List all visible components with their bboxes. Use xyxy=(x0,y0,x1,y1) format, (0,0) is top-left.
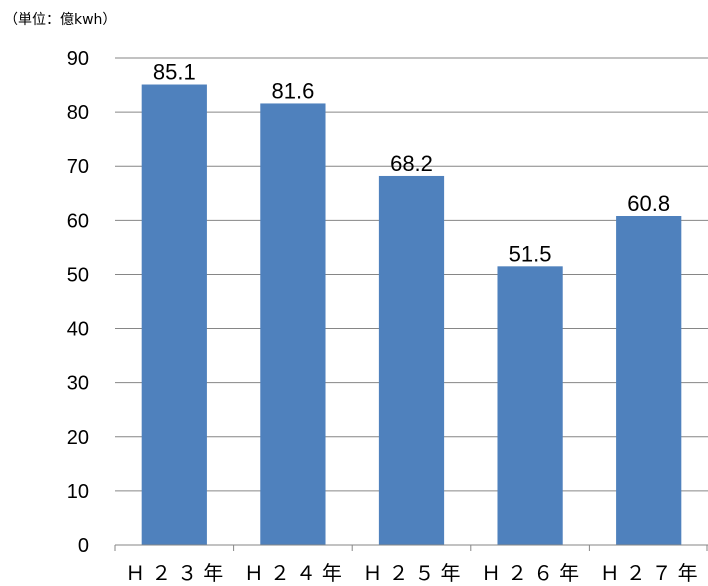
data-label: 51.5 xyxy=(509,241,552,266)
x-tick-label: Ｈ２４年 xyxy=(244,561,348,585)
bar xyxy=(141,84,207,546)
bar xyxy=(616,216,682,545)
bars xyxy=(141,84,682,546)
y-tick-label: 30 xyxy=(67,373,89,395)
y-tick-label: 60 xyxy=(67,210,89,232)
bar xyxy=(497,266,563,545)
data-labels: 85.1 81.6 68.2 51.5 60.8 xyxy=(153,60,670,267)
bar xyxy=(378,175,445,545)
data-label: 85.1 xyxy=(153,60,196,85)
data-label: 68.2 xyxy=(390,151,433,176)
y-tick-label: 10 xyxy=(67,481,89,503)
y-tick-label: 20 xyxy=(67,427,89,449)
category-labels: Ｈ２３年 Ｈ２４年 Ｈ２５年 Ｈ２６年 Ｈ２７年 xyxy=(125,561,704,585)
y-tick-label: 70 xyxy=(67,156,89,178)
y-axis-ticks: 0 10 20 30 40 50 60 70 80 90 xyxy=(67,48,89,557)
y-tick-label: 40 xyxy=(67,319,89,341)
x-tick-label: Ｈ２３年 xyxy=(125,561,229,585)
y-tick-label: 50 xyxy=(67,264,89,286)
bar xyxy=(260,103,326,545)
unit-label: （単位：億kwh） xyxy=(4,12,116,28)
data-label: 81.6 xyxy=(271,78,314,103)
y-tick-label: 90 xyxy=(67,48,89,70)
data-label: 60.8 xyxy=(627,191,670,216)
x-axis xyxy=(114,544,708,551)
y-tick-label: 0 xyxy=(78,535,89,557)
x-tick-label: Ｈ２５年 xyxy=(363,561,467,585)
x-tick-label: Ｈ２７年 xyxy=(600,561,704,585)
x-tick-label: Ｈ２６年 xyxy=(481,561,585,585)
y-tick-label: 80 xyxy=(67,102,89,124)
